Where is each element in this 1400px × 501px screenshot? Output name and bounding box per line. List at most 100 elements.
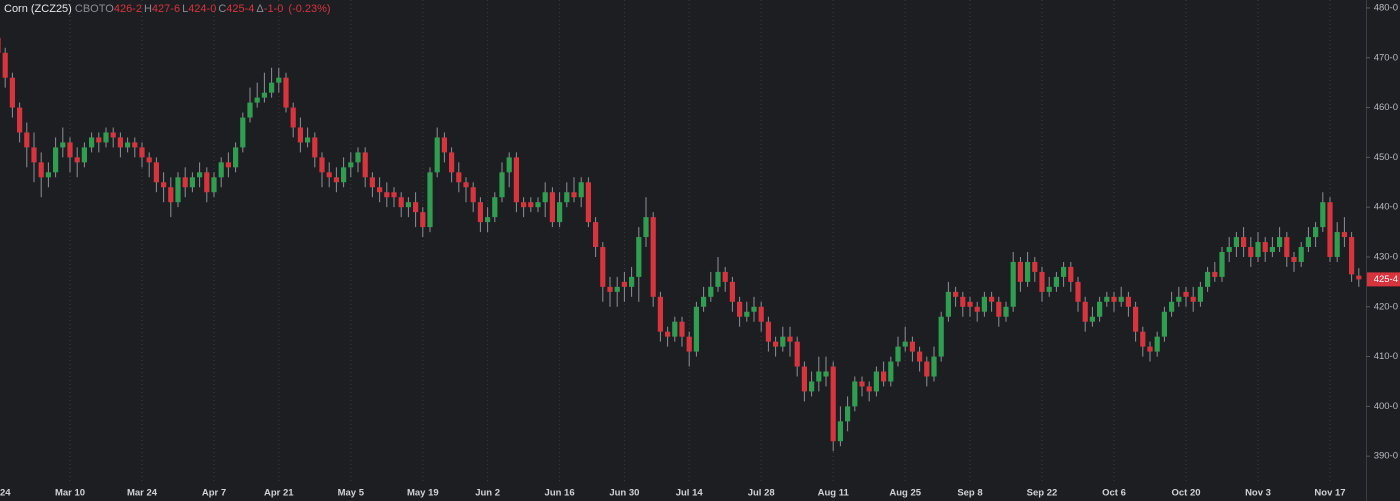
candle-body xyxy=(182,177,188,188)
candle-body xyxy=(1305,237,1311,248)
candle-body xyxy=(413,202,419,213)
candle-body xyxy=(189,177,195,188)
candle-body xyxy=(146,157,152,163)
candle-body xyxy=(722,271,728,282)
symbol-title: Corn (ZCZ25) xyxy=(4,3,72,15)
candle-body xyxy=(945,291,951,317)
candle-body xyxy=(161,182,167,188)
candle-body xyxy=(665,331,671,337)
candle-body xyxy=(650,217,656,297)
candle-body xyxy=(924,361,930,377)
candle-body xyxy=(1212,271,1218,277)
candle-body xyxy=(1039,271,1045,292)
candle-body xyxy=(1025,261,1031,282)
candle-body xyxy=(895,346,901,362)
candle-body xyxy=(139,147,145,158)
candle-body xyxy=(931,356,937,377)
candle-body xyxy=(9,77,15,108)
candle-body xyxy=(1125,296,1131,307)
candle-body xyxy=(319,157,325,173)
candle-body xyxy=(902,341,908,347)
candle-body xyxy=(758,306,764,322)
candle-body xyxy=(441,137,447,153)
candle-body xyxy=(873,371,879,392)
candle-body xyxy=(1233,237,1239,248)
candle-body xyxy=(845,406,851,422)
candle-body xyxy=(780,336,786,347)
y-tick-label: 440-0 xyxy=(1374,202,1398,213)
candle-body xyxy=(1053,276,1059,287)
candle-body xyxy=(809,381,815,392)
exchange: CBOT xyxy=(74,3,106,15)
candle-body xyxy=(391,192,397,198)
x-tick-label: Jul 14 xyxy=(676,488,704,499)
y-tick-label: 480-0 xyxy=(1374,2,1398,13)
x-tick-label: Sep 22 xyxy=(1027,488,1058,499)
candle-body xyxy=(693,306,699,352)
last-price-label: 425-4 xyxy=(1374,274,1398,285)
candle-body xyxy=(794,341,800,367)
candle-body xyxy=(1154,336,1160,352)
candle-body xyxy=(1277,237,1283,248)
candle-body xyxy=(1320,202,1326,228)
y-tick-label: 410-0 xyxy=(1374,351,1398,362)
candle-body xyxy=(974,306,980,312)
candle-body xyxy=(1104,296,1110,302)
candle-body xyxy=(96,137,102,143)
candle-body xyxy=(434,137,440,173)
x-tick-label: Apr 7 xyxy=(202,488,226,499)
candle-body xyxy=(571,192,577,198)
candle-body xyxy=(89,137,95,148)
candle-body xyxy=(175,177,181,203)
candle-body xyxy=(1197,286,1203,302)
candle-body xyxy=(38,162,44,178)
candle-body xyxy=(1017,261,1023,282)
candle-body xyxy=(197,172,203,178)
candle-body xyxy=(427,172,433,228)
quote-key: L xyxy=(182,3,189,15)
candle-body xyxy=(1068,266,1074,282)
candle-body xyxy=(456,172,462,183)
candle-body xyxy=(744,311,750,317)
candle-body xyxy=(31,147,37,163)
candle-body xyxy=(938,316,944,357)
candle-body xyxy=(53,147,59,173)
quote-key: C xyxy=(218,3,227,15)
candle-body xyxy=(17,107,23,133)
x-tick-label: May 19 xyxy=(407,488,439,499)
candle-body xyxy=(1291,256,1297,262)
candle-body xyxy=(0,37,1,53)
candle-body xyxy=(1118,296,1124,302)
candle-body xyxy=(211,177,217,193)
candle-body xyxy=(866,386,872,392)
candle-body xyxy=(528,202,534,208)
candle-body xyxy=(470,187,476,203)
candle-body xyxy=(1219,251,1225,277)
candle-body xyxy=(585,182,591,223)
candle-body xyxy=(679,321,685,337)
candle-body xyxy=(557,202,563,223)
candle-body xyxy=(398,197,404,208)
x-tick-label: Mar 10 xyxy=(55,488,85,499)
x-tick-label: Mar 24 xyxy=(127,488,158,499)
quote-value: 426-2 xyxy=(113,3,142,15)
candle-body xyxy=(499,172,505,198)
candle-body xyxy=(60,142,66,148)
candle-body xyxy=(981,296,987,312)
candle-body xyxy=(269,82,275,93)
candle-body xyxy=(888,361,894,382)
y-tick-label: 400-0 xyxy=(1374,401,1398,412)
candle-body xyxy=(1327,202,1333,257)
x-tick-label: May 5 xyxy=(338,488,365,499)
candle-body xyxy=(1169,301,1175,312)
candle-body xyxy=(1341,232,1347,238)
candle-body xyxy=(254,97,260,103)
y-tick-label: 390-0 xyxy=(1374,451,1398,462)
candle-body xyxy=(542,192,548,203)
candle-body xyxy=(1269,247,1275,252)
candle-body xyxy=(1356,275,1362,280)
candle-body xyxy=(477,202,483,223)
candle-body xyxy=(283,77,289,108)
